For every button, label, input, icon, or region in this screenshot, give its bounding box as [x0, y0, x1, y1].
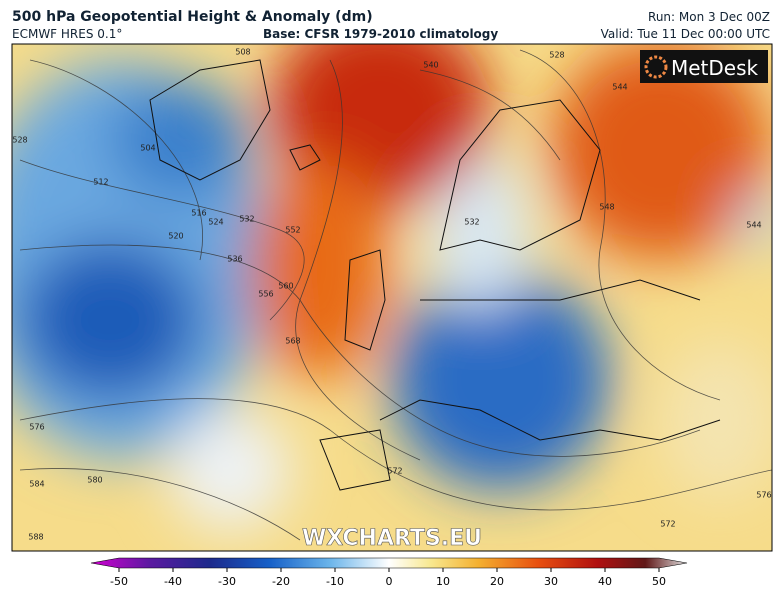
- colorbar-tick-label: 50: [652, 575, 666, 588]
- contour-label: 568: [285, 337, 300, 346]
- contour-label: 532: [239, 215, 254, 224]
- colorbar-tick-label: 20: [490, 575, 504, 588]
- contour-label: 576: [29, 423, 44, 432]
- contour-label: 576: [756, 491, 771, 500]
- contour-label: 504: [140, 144, 155, 153]
- contour-label: 548: [599, 203, 614, 212]
- colorbar-tick-label: -50: [110, 575, 128, 588]
- colorbar-tick-label: -40: [164, 575, 182, 588]
- contour-label: 580: [87, 476, 102, 485]
- map: [12, 44, 772, 551]
- colorbar: -50 -40 -30 -20 -10 0 10 20 30 40 50: [90, 557, 688, 588]
- watermark: WXCHARTS.EU: [302, 526, 482, 551]
- logo: MetDesk: [671, 56, 759, 80]
- contour-label: 544: [612, 83, 627, 92]
- colorbar-tick-label: 10: [436, 575, 450, 588]
- contour-label: 536: [227, 255, 242, 264]
- contour-label: 572: [660, 520, 675, 529]
- contour-label: 512: [93, 178, 108, 187]
- colorbar-tick-label: -30: [218, 575, 236, 588]
- contour-label: 588: [28, 533, 43, 542]
- contour-label: 528: [549, 51, 564, 60]
- colorbar-tick-label: -20: [272, 575, 290, 588]
- title: 500 hPa Geopotential Height & Anomaly (d…: [12, 9, 373, 25]
- contour-label: 556: [258, 290, 273, 299]
- contour-label: 508: [235, 48, 250, 57]
- contour-label: 516: [191, 209, 206, 218]
- run: Run: Mon 3 Dec 00Z: [648, 10, 770, 24]
- contour-label: 544: [746, 221, 761, 230]
- valid: Valid: Tue 11 Dec 00:00 UTC: [601, 27, 770, 41]
- contour-label: 540: [423, 61, 438, 70]
- contour-labels: 508 504 512 516 520 524 528 532 536 556 560 552 568 5…: [12, 48, 771, 542]
- colorbar-tick-label: -10: [326, 575, 344, 588]
- contour-label: 552: [285, 226, 300, 235]
- colorbar-tick-label: 40: [598, 575, 612, 588]
- map-frame: [11, 43, 773, 552]
- contour-label: 520: [168, 232, 183, 241]
- model: ECMWF HRES 0.1°: [12, 27, 122, 41]
- contour-label: 560: [278, 282, 293, 291]
- base: Base: CFSR 1979-2010 climatology: [263, 27, 498, 41]
- colorbar-tick-label: 0: [386, 575, 393, 588]
- colorbar-tick-label: 30: [544, 575, 558, 588]
- logo-box: [640, 50, 768, 83]
- contour-label: 584: [29, 480, 44, 489]
- logo-icon: [644, 55, 668, 79]
- contour-label: 528: [12, 136, 27, 145]
- contour-label: 532: [464, 218, 479, 227]
- contour-label: 572: [387, 467, 402, 476]
- contour-label: 524: [208, 218, 223, 227]
